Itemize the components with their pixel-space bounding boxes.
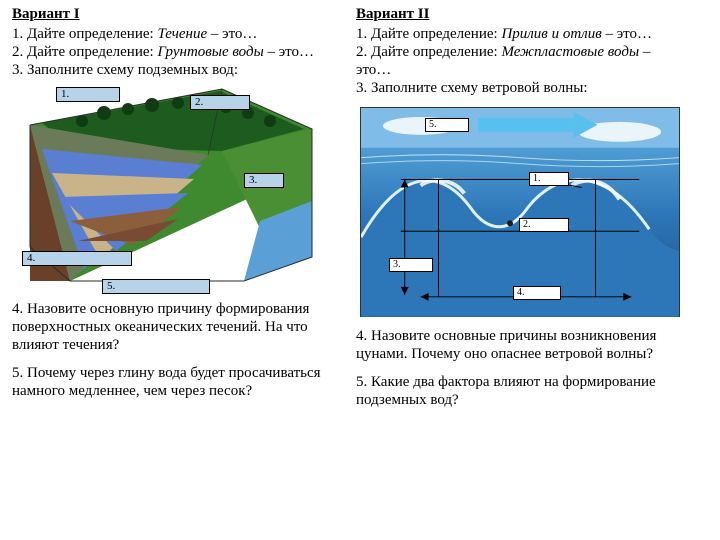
gw-label-1: 1. [56,87,120,102]
v2-q3: 3. Заполните схему ветровой волны: [356,79,688,97]
gw-label-2: 2. [190,95,250,110]
gw-label-4: 4. [22,251,132,266]
gw-label-3: 3. [244,173,284,188]
v1-q3: 3. Заполните схему подземных вод: [12,61,340,79]
v1-q1-post: – это… [207,26,257,42]
v1-q2-term: Грунтовые воды [157,44,263,60]
v2-q2-pre: 2. Дайте определение: [356,44,501,60]
wv-label-2: 2. [519,218,569,232]
wv-label-4: 4. [513,286,561,300]
v1-q4: 4. Назовите основную причину формировани… [12,300,340,354]
wv-label-3: 3. [389,258,433,272]
v1-q1-term: Течение [157,26,207,42]
variant-1-title: Вариант I [12,6,340,23]
variant-2-column: Вариант II 1. Дайте определение: Прилив … [350,0,700,540]
v1-q5: 5. Почему через глину вода будет просачи… [12,364,340,400]
groundwater-diagram: 1. 2. 3. 4. 5. [12,81,342,296]
v2-q1: 1. Дайте определение: Прилив и отлив – э… [356,25,688,43]
wave-diagram: 5. 1. 2. 3. 4. [360,107,680,317]
v2-q1-pre: 1. Дайте определение: [356,26,501,42]
v2-q2: 2. Дайте определение: Межпластовые воды … [356,43,688,79]
wv-label-1: 1. [529,172,569,186]
v1-q2: 2. Дайте определение: Грунтовые воды – э… [12,43,340,61]
variant-2-title: Вариант II [356,6,688,23]
variant-1-column: Вариант I 1. Дайте определение: Течение … [0,0,350,540]
v2-q5: 5. Какие два фактора влияют на формирова… [356,373,688,409]
wv-label-5: 5. [425,118,469,132]
v1-q1-pre: 1. Дайте определение: [12,26,157,42]
v1-q1: 1. Дайте определение: Течение – это… [12,25,340,43]
v2-q4: 4. Назовите основные причины возникновен… [356,327,688,363]
v1-q2-post: – это… [264,44,314,60]
v1-q2-pre: 2. Дайте определение: [12,44,157,60]
v2-q1-post: – это… [602,26,652,42]
v2-q2-term: Межпластовые воды [501,44,639,60]
gw-label-5: 5. [102,279,210,294]
v2-q1-term: Прилив и отлив [501,26,601,42]
